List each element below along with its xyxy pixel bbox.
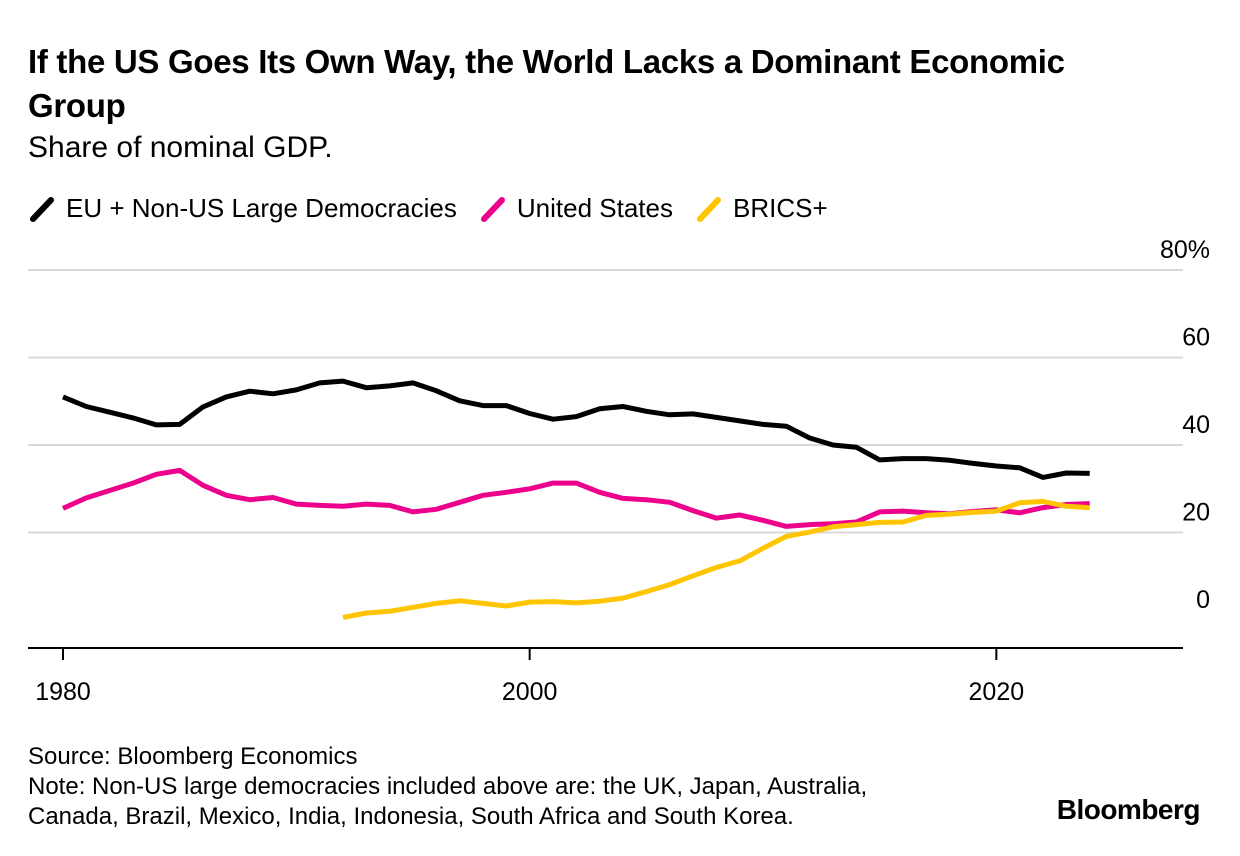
legend-swatch-united-states [480,197,505,222]
chart-subtitle: Share of nominal GDP. [28,131,333,164]
note-text-line-2: Canada, Brazil, Mexico, India, Indonesia… [28,803,794,830]
series-line-united-states [61,467,1090,529]
legend-item-eu-democracies: EU + Non-US Large Democracies [28,190,457,226]
legend-swatch-line [30,197,54,222]
series-line-brics [342,498,1090,620]
x-tick-label-1980: 1980 [35,678,91,706]
line-chart: 0 20 40 60 80% 1980 2000 2020 [28,236,1210,706]
y-tick-label-20: 20 [1182,499,1210,527]
legend-item-brics: BRICS+ [695,190,828,226]
legend-item-united-states: United States [479,190,673,226]
legend-label-united-states: United States [516,192,673,223]
legend-label-eu-democracies: EU + Non-US Large Democracies [66,192,457,223]
note-text-line-1: Note: Non-US large democracies included … [28,773,868,800]
legend-label-brics: BRICS+ [732,192,828,223]
chart-title: If the US Goes Its Own Way, the World La… [28,43,1065,124]
x-tick-label-2000: 2000 [502,678,558,706]
y-tick-label-80: 80% [1160,236,1210,264]
legend-swatch-line [480,197,505,222]
bloomberg-logo: Bloomberg [1056,794,1201,825]
footer: Source: Bloomberg Economics Note: Non-US… [28,742,867,832]
legend: EU + Non-US Large Democracies United Sta… [28,190,850,226]
x-tick-label-2020: 2020 [969,678,1025,706]
y-tick-label-60: 60 [1182,324,1210,352]
series-line-eu-non-us-large-democracies [62,378,1090,480]
legend-swatch-line [696,197,721,222]
y-tick-label-0: 0 [1196,586,1210,614]
y-tick-label-40: 40 [1182,411,1210,439]
legend-swatch-eu-democracies [30,197,54,222]
source-text: Source: Bloomberg Economics [28,743,358,770]
legend-swatch-brics [696,197,721,222]
